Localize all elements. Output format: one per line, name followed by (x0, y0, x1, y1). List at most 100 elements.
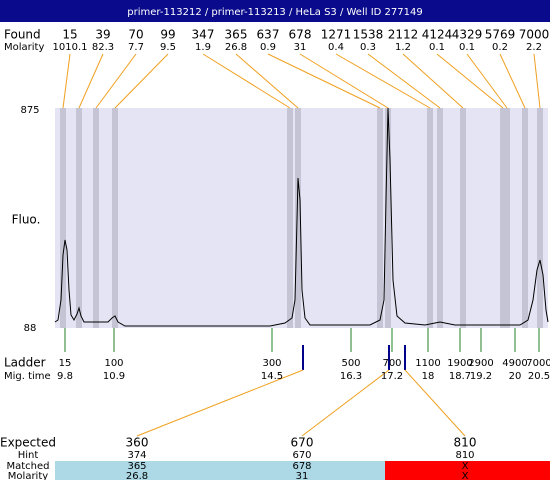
found-size: 5769 (485, 28, 516, 42)
peak-band (93, 108, 99, 328)
ladder-time: 20.5 (528, 371, 550, 382)
found-molarity: 1010.1 (53, 42, 88, 53)
found-size: 4329 (452, 28, 483, 42)
found-molarity: 31 (294, 42, 307, 53)
peak-band (437, 108, 443, 328)
ladder-time: 20 (509, 371, 522, 382)
ladder-time: 18 (422, 371, 435, 382)
found-molarity: 1.2 (395, 42, 411, 53)
matched-bg (55, 461, 385, 480)
ladder-size: 15 (59, 358, 72, 369)
found-molarity: 2.2 (526, 42, 542, 53)
peak-link (367, 53, 441, 109)
found-molarity: 0.1 (459, 42, 475, 53)
expected-hint: 670 (292, 450, 311, 461)
found-size: 365 (225, 28, 248, 42)
found-molarity: 0.2 (492, 42, 508, 53)
peak-link (95, 53, 137, 109)
mig-time-label: Mig. time (4, 371, 51, 382)
peak-band (76, 108, 82, 328)
found-molarity: 0.3 (360, 42, 376, 53)
peak-link (202, 53, 291, 109)
link (301, 369, 390, 437)
expected-molarity: X (462, 471, 469, 480)
peak-link (267, 53, 381, 109)
y-min-label: 88 (24, 323, 37, 334)
found-molarity: 82.3 (92, 42, 114, 53)
found-molarity: 0.9 (260, 42, 276, 53)
title: primer-113212 / primer-113213 / HeLa S3 … (127, 7, 422, 18)
expected-hint: 810 (455, 450, 474, 461)
peak-band (537, 108, 543, 328)
found-molarity: 7.7 (128, 42, 144, 53)
ladder-size: 1100 (415, 358, 440, 369)
ladder-size: 100 (104, 358, 123, 369)
peak-link (335, 53, 431, 109)
found-size: 99 (160, 28, 175, 42)
link (136, 369, 304, 437)
peak-band (112, 108, 118, 328)
peak-link (533, 53, 541, 109)
ladder-time: 19.2 (470, 371, 492, 382)
trace (54, 107, 549, 327)
ladder-size: 1900 (447, 358, 472, 369)
ladder-time: 14.5 (261, 371, 283, 382)
expected-expected: 670 (291, 436, 314, 450)
expected-matched: 678 (292, 461, 311, 472)
ladder-size: 7000 (526, 358, 550, 369)
peak-link (235, 53, 299, 109)
title-bar (0, 0, 550, 22)
peak-band (522, 108, 528, 328)
peak-band (500, 108, 506, 328)
peak-link (402, 53, 464, 109)
ladder-time: 18.7 (449, 371, 471, 382)
found-molarity: 0.1 (429, 42, 445, 53)
peak-band (287, 108, 293, 328)
ladder-size: 4900 (502, 358, 527, 369)
expected-molarity: 31 (296, 471, 309, 480)
found-size: 1271 (321, 28, 352, 42)
ladder-label: Ladder (4, 356, 46, 370)
y-max-label: 875 (20, 105, 39, 116)
peak-link (78, 53, 104, 109)
expected-row-label: Hint (18, 450, 39, 461)
y-axis-label: Fluo. (12, 213, 41, 227)
ladder-size: 2900 (468, 358, 493, 369)
expected-row-label: Expected (0, 436, 56, 450)
peak-link (436, 53, 504, 109)
peak-band (427, 108, 433, 328)
unmatched-bg (385, 461, 550, 480)
found-size: 7000 (519, 28, 550, 42)
ladder-time: 16.3 (340, 371, 362, 382)
expected-row-label: Molarity (8, 471, 48, 480)
found-molarity: 26.8 (225, 42, 247, 53)
found-molarity: 1.9 (195, 42, 211, 53)
ladder-size: 500 (341, 358, 360, 369)
peak-link (62, 53, 71, 109)
found-size: 70 (128, 28, 143, 42)
molarity-label: Molarity (4, 42, 44, 53)
ladder-time: 17.2 (381, 371, 403, 382)
peak-link (466, 53, 508, 109)
found-size: 39 (95, 28, 110, 42)
found-size: 4124 (422, 28, 453, 42)
peak-band (504, 108, 510, 328)
peak-band (295, 108, 301, 328)
expected-molarity: 26.8 (126, 471, 148, 480)
found-size: 15 (62, 28, 77, 42)
expected-expected: 810 (454, 436, 477, 450)
found-label: Found (4, 28, 41, 42)
expected-hint: 374 (127, 450, 146, 461)
peak-band (385, 108, 391, 328)
expected-row-label: Matched (6, 461, 49, 472)
found-size: 637 (257, 28, 280, 42)
ladder-size: 700 (382, 358, 401, 369)
plot-area (55, 108, 548, 328)
peak-link (299, 53, 389, 109)
expected-matched: 365 (127, 461, 146, 472)
link (404, 369, 466, 437)
expected-expected: 360 (126, 436, 149, 450)
ladder-size: 300 (262, 358, 281, 369)
expected-links (136, 369, 466, 437)
